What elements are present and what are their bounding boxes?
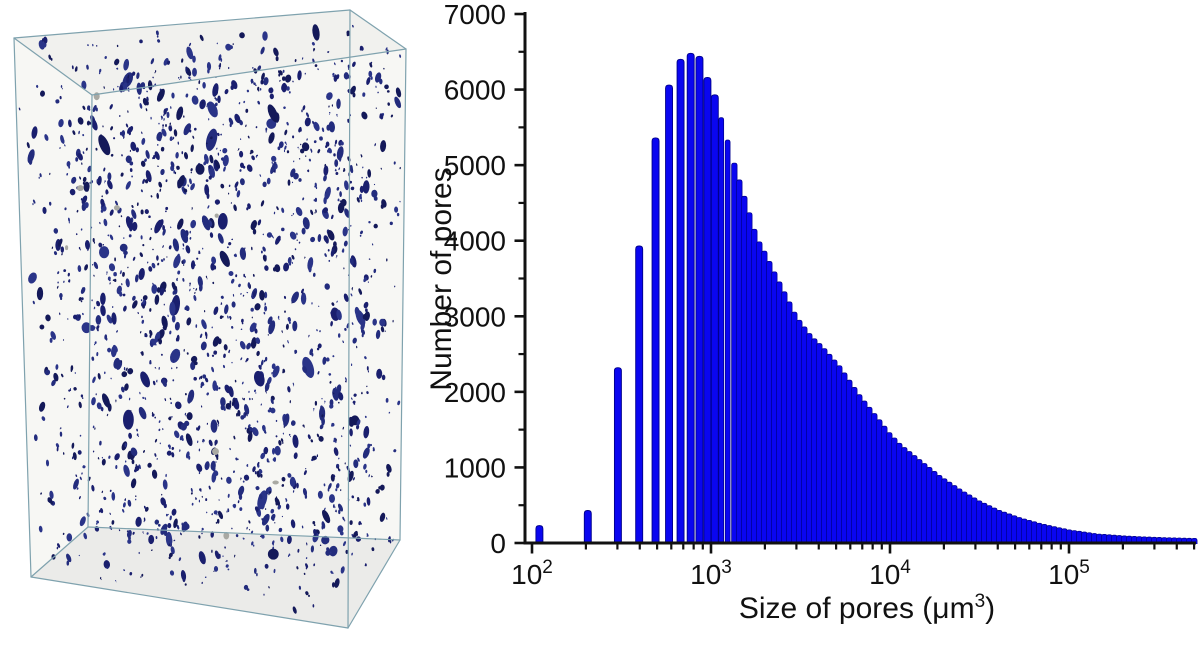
axis-tick-labels: 0 1000 2000 3000 4000 5000 6000 7000 102 103 104 10… [444, 0, 1090, 590]
volume-box-edges [13, 9, 407, 629]
x-tick-label: 102 [511, 557, 553, 590]
pore-volume-3d-render [13, 9, 407, 629]
pore-dots [18, 24, 402, 614]
y-tick-label: 3000 [444, 301, 506, 332]
volume-box-faces [14, 10, 406, 628]
pore-size-histogram: 0 1000 2000 3000 4000 5000 6000 7000 102 103 104 10… [430, 0, 1198, 625]
x-axis-title: Size of pores (μm3) [739, 591, 995, 625]
y-tick-label: 1000 [444, 452, 506, 483]
y-tick-label: 5000 [444, 150, 506, 181]
y-axis-title: Number of pores [430, 167, 458, 390]
y-tick-label: 2000 [444, 377, 506, 408]
x-tick-label: 104 [869, 557, 911, 590]
y-tick-label: 6000 [444, 75, 506, 106]
y-tick-label: 0 [490, 528, 506, 559]
y-tick-label: 7000 [444, 0, 506, 30]
y-tick-label: 4000 [444, 226, 506, 257]
x-tick-label: 103 [690, 557, 732, 590]
x-tick-label: 105 [1048, 557, 1090, 590]
axis-ticks [514, 12, 1196, 554]
histogram-bars [535, 52, 1198, 544]
